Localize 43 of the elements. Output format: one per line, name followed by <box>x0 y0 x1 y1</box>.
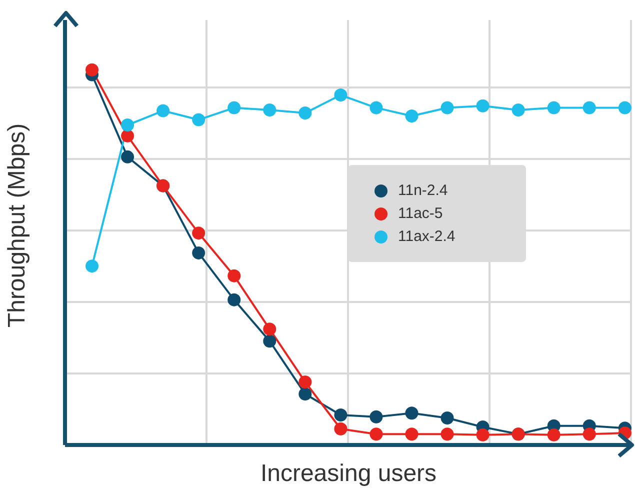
legend-label: 11ax-2.4 <box>398 228 456 245</box>
point <box>86 260 98 273</box>
point <box>228 293 241 306</box>
point <box>476 428 490 442</box>
point <box>440 428 454 441</box>
legend-label: 11n-2.4 <box>398 182 448 199</box>
point <box>263 334 276 348</box>
x-axis-title: Increasing users <box>260 460 437 487</box>
point <box>192 246 206 260</box>
point <box>86 63 98 76</box>
point <box>228 101 241 114</box>
point <box>121 129 134 142</box>
point <box>298 106 312 120</box>
point <box>440 411 454 424</box>
point <box>582 428 596 441</box>
point <box>121 150 134 164</box>
point <box>121 118 134 132</box>
point <box>547 428 560 442</box>
point <box>618 101 632 114</box>
point <box>263 322 276 336</box>
point <box>334 408 348 422</box>
point <box>192 113 206 126</box>
point <box>405 428 418 441</box>
point <box>263 104 276 117</box>
point <box>547 101 560 114</box>
point <box>512 104 525 117</box>
point <box>582 101 596 114</box>
y-axis-title: Throughput (Mbps) <box>4 123 31 328</box>
point <box>334 88 348 102</box>
point <box>405 406 418 420</box>
point <box>370 410 383 424</box>
point <box>156 104 170 118</box>
point <box>370 428 383 441</box>
point <box>405 110 418 123</box>
point <box>192 226 206 240</box>
point <box>298 375 312 388</box>
point <box>298 387 312 400</box>
point <box>228 269 241 282</box>
point <box>440 101 454 114</box>
point <box>370 101 383 114</box>
point <box>476 99 490 112</box>
point <box>334 422 348 436</box>
legend-label: 11ac-5 <box>398 205 443 222</box>
